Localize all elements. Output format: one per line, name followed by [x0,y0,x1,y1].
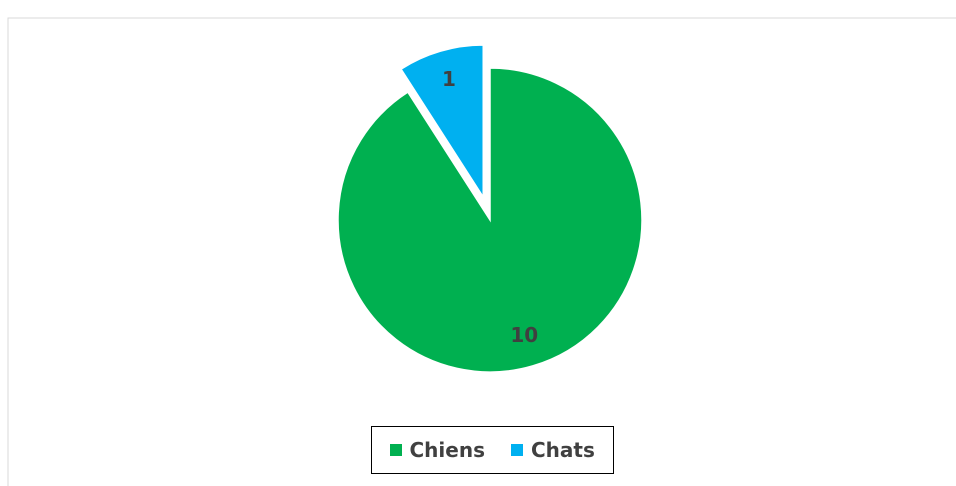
legend: Chiens Chats [370,426,614,474]
pie-slice [400,44,484,200]
legend-label: Chats [530,438,595,462]
legend-item: Chats [510,438,595,462]
data-label: 10 [510,323,538,347]
data-label: 1 [442,67,456,91]
legend-label: Chiens [409,438,485,462]
chart-frame [7,17,956,486]
pie-slice [337,67,643,373]
legend-item: Chiens [389,438,485,462]
legend-marker [510,444,523,456]
legend-marker [389,444,402,456]
